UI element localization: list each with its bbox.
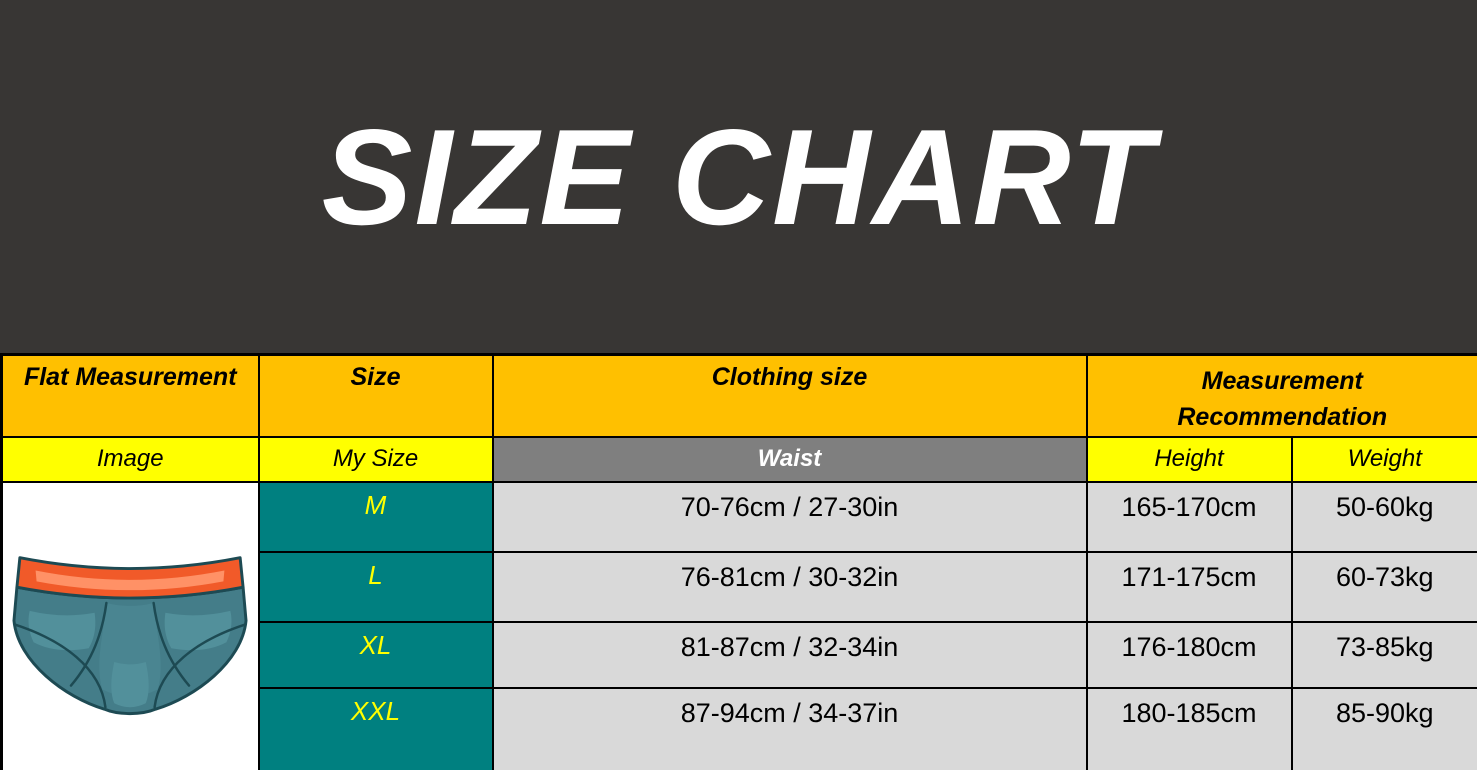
table-row-m: M 70-76cm / 27-30in 165-170cm 50-60kg [0,480,1477,770]
waist-cell: 76-81cm / 30-32in [491,550,1088,623]
title-banner: SIZE CHART [0,0,1477,353]
size-chart-table: Flat Measurement Size Clothing size Meas… [0,353,1477,770]
weight-cell: 50-60kg [1290,480,1477,553]
waist-cell: 70-76cm / 27-30in [491,480,1088,553]
table-row-xl: XL 81-87cm / 32-34in 176-180cm 73-85kg [2,620,1477,689]
table-row-l: L 76-81cm / 30-32in 171-175cm 60-73kg [2,550,1477,623]
subheader-my-size: My Size [257,435,494,483]
header-row-1: Flat Measurement Size Clothing size Meas… [0,353,1477,438]
subheader-height: Height [1085,435,1293,483]
subheader-waist: Waist [491,435,1088,483]
size-cell: XL [257,620,494,689]
header-size: Size [257,353,494,438]
height-cell: 176-180cm [1085,620,1293,689]
size-cell: XXL [257,686,494,770]
header-measurement-recommendation-label: Measurement Recommendation [1177,367,1388,432]
weight-cell: 60-73kg [1290,550,1477,623]
height-cell: 180-185cm [1085,686,1293,770]
header-flat-measurement: Flat Measurement [0,353,260,438]
weight-cell: 73-85kg [1290,620,1477,689]
underwear-briefs-illustration [12,556,248,715]
size-cell: L [257,550,494,623]
height-cell: 165-170cm [1085,480,1293,553]
page-title: SIZE CHART [321,100,1156,253]
height-cell: 171-175cm [1085,550,1293,623]
weight-cell: 85-90kg [1290,686,1477,770]
subheader-weight: Weight [1290,435,1477,483]
subheader-image: Image [0,435,260,483]
product-image-cell [0,480,260,770]
table-row-xxl: XXL 87-94cm / 34-37in 180-185cm 85-90kg [2,686,1477,770]
waist-cell: 87-94cm / 34-37in [491,686,1088,770]
header-measurement-recommendation: Measurement Recommendation [1085,353,1477,438]
waist-cell: 81-87cm / 32-34in [491,620,1088,689]
header-clothing-size: Clothing size [491,353,1088,438]
header-row-2: Image My Size Waist Height Weight [0,435,1477,483]
size-cell: M [257,480,494,553]
